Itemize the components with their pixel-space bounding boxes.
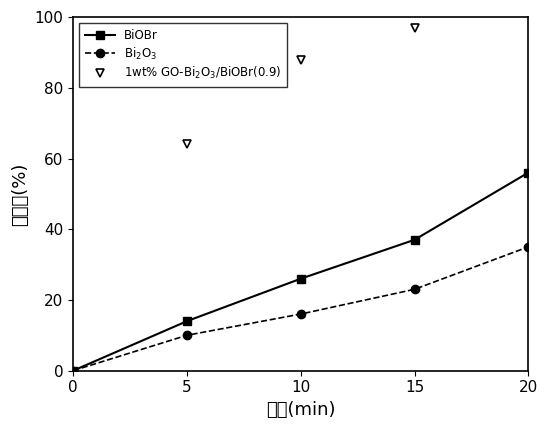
1wt% GO-Bi$_2$O$_3$/BiOBr(0.9) (411, 25, 418, 30)
Legend: BiOBr, Bi$_2$O$_3$, 1wt% GO-Bi$_2$O$_3$/BiOBr(0.9): BiOBr, Bi$_2$O$_3$, 1wt% GO-Bi$_2$O$_3$/… (79, 23, 288, 87)
Bi$_2$O$_3$ (525, 244, 531, 249)
BiOBr (298, 276, 304, 281)
Bi$_2$O$_3$ (184, 333, 191, 338)
BiOBr (184, 319, 191, 324)
1wt% GO-Bi$_2$O$_3$/BiOBr(0.9) (298, 57, 304, 62)
BiOBr (411, 237, 418, 243)
Line: BiOBr: BiOBr (69, 169, 533, 375)
Line: Bi$_2$O$_3$: Bi$_2$O$_3$ (69, 243, 533, 375)
X-axis label: 时间(min): 时间(min) (266, 401, 335, 419)
BiOBr (525, 170, 531, 175)
Y-axis label: 降解率(%): 降解率(%) (11, 162, 29, 226)
1wt% GO-Bi$_2$O$_3$/BiOBr(0.9) (184, 142, 191, 147)
Line: 1wt% GO-Bi$_2$O$_3$/BiOBr(0.9): 1wt% GO-Bi$_2$O$_3$/BiOBr(0.9) (183, 24, 419, 148)
Bi$_2$O$_3$ (411, 287, 418, 292)
Bi$_2$O$_3$ (70, 368, 76, 373)
Bi$_2$O$_3$ (298, 311, 304, 316)
BiOBr (70, 368, 76, 373)
